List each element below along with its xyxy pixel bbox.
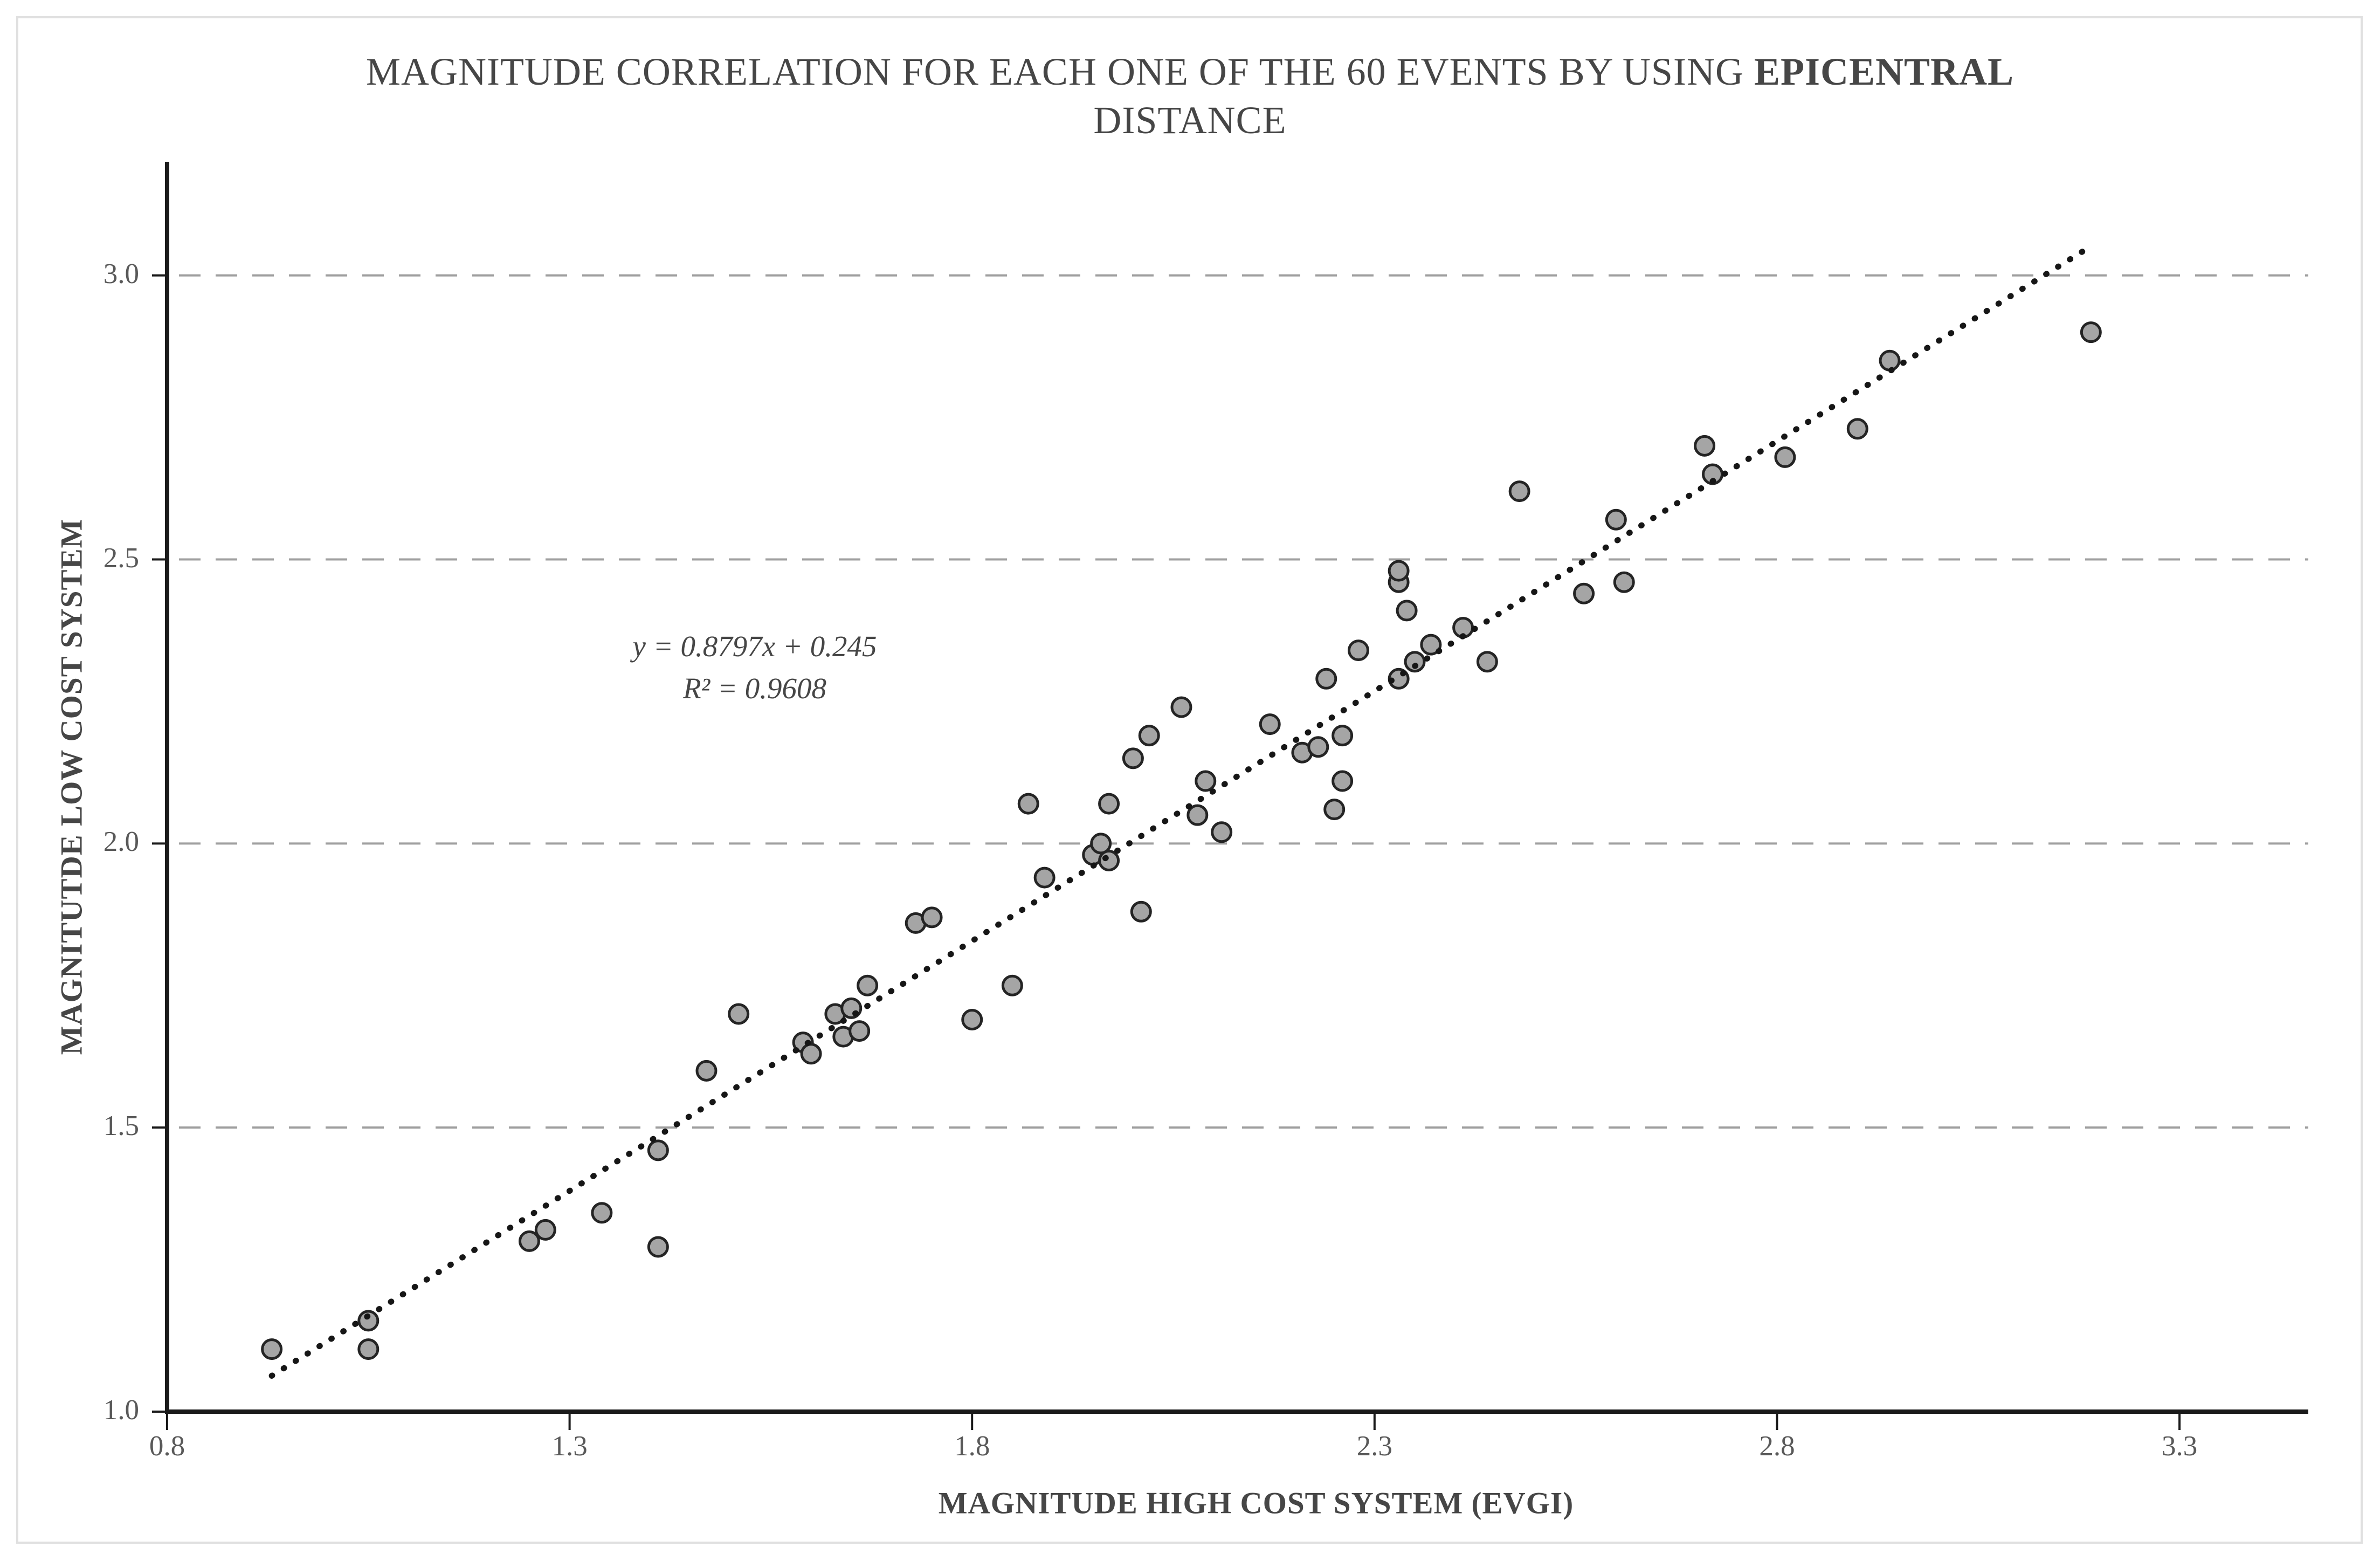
- x-tick-label: 1.8: [954, 1431, 990, 1462]
- data-point: [1315, 668, 1337, 690]
- data-point: [518, 1230, 540, 1252]
- data-point: [1774, 446, 1796, 468]
- data-point: [1186, 804, 1209, 826]
- y-tick-label: 2.5: [103, 542, 139, 574]
- data-point: [1259, 713, 1281, 735]
- data-point: [1090, 833, 1112, 855]
- data-point: [1170, 696, 1192, 718]
- data-point: [848, 1020, 871, 1042]
- trendline: [268, 248, 2086, 1379]
- data-point: [647, 1236, 669, 1258]
- data-point: [1476, 651, 1498, 673]
- data-point: [1694, 435, 1716, 457]
- data-point: [1098, 793, 1120, 815]
- chart-title-line2: DISTANCE: [1093, 99, 1287, 142]
- data-point: [1879, 349, 1901, 372]
- data-point: [1404, 651, 1426, 673]
- data-point: [1211, 821, 1233, 843]
- data-point: [1195, 770, 1217, 792]
- data-point: [357, 1310, 380, 1332]
- data-point: [1846, 418, 1868, 440]
- data-point: [1122, 747, 1144, 769]
- data-point: [1396, 600, 1418, 622]
- data-point: [1130, 900, 1152, 923]
- x-tick-label: 3.3: [2161, 1431, 2198, 1462]
- data-point: [961, 1008, 983, 1030]
- data-point: [2080, 321, 2102, 343]
- data-point: [1420, 634, 1442, 656]
- data-point: [728, 1003, 750, 1025]
- x-tick-label: 2.3: [1356, 1431, 1392, 1462]
- data-point: [1332, 770, 1354, 792]
- x-tick-label: 0.8: [149, 1431, 185, 1462]
- y-tick-label: 2.0: [103, 826, 139, 858]
- data-point: [1138, 725, 1160, 747]
- data-point: [1508, 480, 1530, 503]
- data-point: [1613, 571, 1635, 593]
- data-point: [1332, 725, 1354, 747]
- data-point: [1323, 799, 1346, 821]
- data-point: [1347, 639, 1369, 662]
- chart-title-regular: MAGNITUDE CORRELATION FOR EACH ONE OF TH…: [365, 50, 1754, 93]
- trendline-equation: y = 0.8797x + 0.245: [632, 630, 877, 663]
- y-tick-label: 1.0: [103, 1394, 139, 1426]
- r-squared-label: R² = 0.9608: [683, 672, 826, 705]
- data-point: [1098, 849, 1120, 871]
- data-point: [261, 1338, 283, 1360]
- chart-title: MAGNITUDE CORRELATION FOR EACH ONE OF TH…: [0, 47, 2380, 145]
- trendline-annotation: y = 0.8797x + 0.245 R² = 0.9608: [632, 625, 877, 710]
- data-point: [800, 1043, 822, 1065]
- y-axis-title: MAGNITUTDE LOW COST SYSTEM: [54, 518, 89, 1055]
- data-point: [647, 1139, 669, 1161]
- data-point: [357, 1338, 380, 1360]
- data-point: [857, 974, 879, 996]
- data-point: [1605, 508, 1627, 531]
- data-point: [1307, 736, 1329, 758]
- data-point: [1017, 793, 1039, 815]
- data-point: [1388, 560, 1410, 582]
- data-point: [921, 906, 943, 929]
- x-tick-label: 1.3: [551, 1431, 588, 1462]
- x-tick-label: 2.8: [1759, 1431, 1795, 1462]
- y-tick-label: 3.0: [103, 258, 139, 290]
- data-point: [695, 1060, 718, 1082]
- data-point: [534, 1219, 556, 1241]
- figure-border: [16, 16, 2363, 1544]
- chart-title-bold: EPICENTRAL: [1754, 50, 2015, 93]
- data-point: [1573, 582, 1595, 604]
- data-point: [1001, 974, 1023, 996]
- x-axis-title: MAGNITUDE HIGH COST SYSTEM (EVGI): [938, 1486, 1574, 1521]
- y-tick-label: 1.5: [103, 1110, 139, 1142]
- data-point: [591, 1202, 613, 1224]
- data-point: [1033, 867, 1056, 889]
